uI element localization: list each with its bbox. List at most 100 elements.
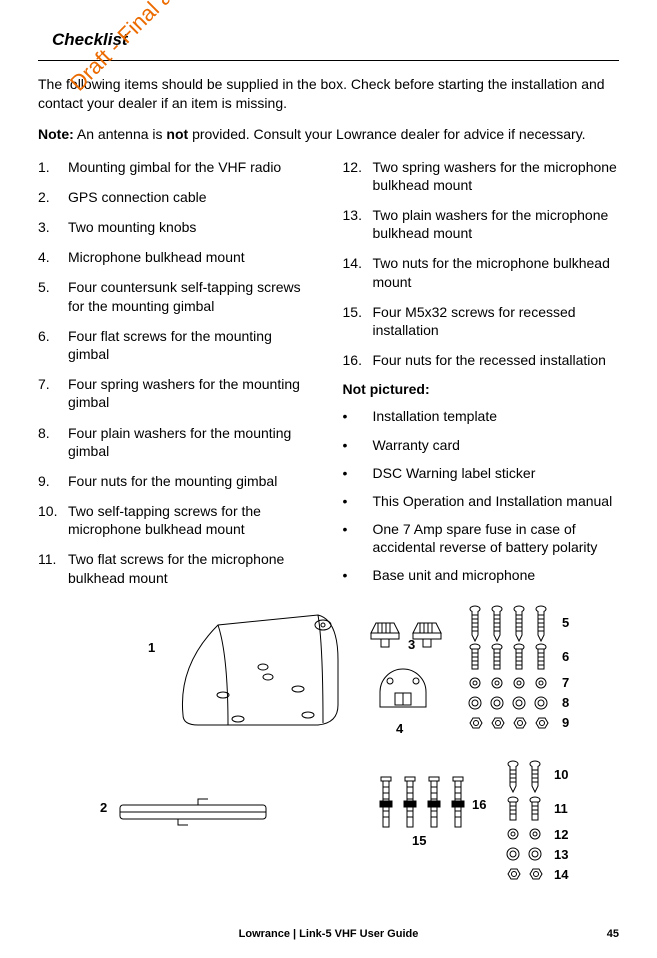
figure-label-9: 9 — [562, 715, 569, 730]
item-text: Four plain washers for the mounting gimb… — [68, 424, 315, 460]
footer-page-number: 45 — [607, 928, 619, 940]
bullet: • — [343, 464, 373, 482]
item-number: 12. — [343, 158, 373, 194]
item-text: Four flat screws for the mounting gimbal — [68, 327, 315, 363]
bullet: • — [343, 436, 373, 454]
figure-label-12: 12 — [554, 827, 568, 842]
item-number: 4. — [38, 248, 68, 266]
figure-label-16: 16 — [472, 797, 486, 812]
checklist-item: 8.Four plain washers for the mounting gi… — [38, 424, 315, 460]
item-number: 2. — [38, 188, 68, 206]
item-text: Two plain washers for the microphone bul… — [373, 206, 620, 242]
knobs-illustration — [366, 615, 446, 655]
checklist-item: 15.Four M5x32 screws for recessed instal… — [343, 303, 620, 339]
figure-label-6: 6 — [562, 649, 569, 664]
not-pictured-list: •Installation template•Warranty card•DSC… — [343, 407, 620, 584]
figure-label-7: 7 — [562, 675, 569, 690]
item-text: Four spring washers for the mounting gim… — [68, 375, 315, 411]
item-number: 8. — [38, 424, 68, 460]
hardware-set-b-illustration — [506, 760, 586, 900]
figure-label-5: 5 — [562, 615, 569, 630]
item-number: 15. — [343, 303, 373, 339]
checklist-item: 5.Four countersunk self-tapping screws f… — [38, 278, 315, 314]
gimbal-illustration — [168, 605, 358, 735]
figure-label-8: 8 — [562, 695, 569, 710]
not-pictured-item: •One 7 Amp spare fuse in case of acciden… — [343, 520, 620, 556]
checklist-item: 16.Four nuts for the recessed installati… — [343, 351, 620, 369]
item-text: Two nuts for the microphone bulkhead mou… — [373, 254, 620, 290]
item-text: GPS connection cable — [68, 188, 315, 206]
note-paragraph: Note: An antenna is not provided. Consul… — [38, 125, 619, 144]
item-text: Two spring washers for the microphone bu… — [373, 158, 620, 194]
figure-label-1: 1 — [148, 640, 155, 655]
checklist-item: 14.Two nuts for the microphone bulkhead … — [343, 254, 620, 290]
item-number: 10. — [38, 502, 68, 538]
checklist-item: 13.Two plain washers for the microphone … — [343, 206, 620, 242]
item-number: 13. — [343, 206, 373, 242]
item-text: Warranty card — [373, 436, 620, 454]
checklist-item: 6.Four flat screws for the mounting gimb… — [38, 327, 315, 363]
intro-paragraph: The following items should be supplied i… — [38, 75, 619, 113]
note-text-before: An antenna is — [74, 126, 167, 142]
bullet: • — [343, 520, 373, 556]
note-bold-word: not — [166, 126, 188, 142]
bulkhead-mount-illustration — [378, 667, 428, 717]
section-heading: Checklist — [52, 30, 619, 50]
checklist-item: 4.Microphone bulkhead mount — [38, 248, 315, 266]
item-text: Four M5x32 screws for recessed installat… — [373, 303, 620, 339]
item-number: 9. — [38, 472, 68, 490]
heading-rule — [38, 60, 619, 61]
figure-label-2: 2 — [100, 800, 107, 815]
not-pictured-item: •Installation template — [343, 407, 620, 425]
not-pictured-item: •This Operation and Installation manual — [343, 492, 620, 510]
item-text: Microphone bulkhead mount — [68, 248, 315, 266]
checklist-item: 9.Four nuts for the mounting gimbal — [38, 472, 315, 490]
footer-title: Lowrance | Link-5 VHF User Guide — [0, 928, 657, 940]
checklist-left: 1.Mounting gimbal for the VHF radio2.GPS… — [38, 158, 315, 587]
item-number: 5. — [38, 278, 68, 314]
checklist-item: 12.Two spring washers for the microphone… — [343, 158, 620, 194]
note-label: Note: — [38, 126, 74, 142]
cable-illustration — [118, 795, 268, 831]
item-text: Two self-tapping screws for the micropho… — [68, 502, 315, 538]
columns: 1.Mounting gimbal for the VHF radio2.GPS… — [38, 158, 619, 599]
figure-label-10: 10 — [554, 767, 568, 782]
item-text: Four nuts for the recessed installation — [373, 351, 620, 369]
figure-label-4: 4 — [396, 721, 403, 736]
checklist-item: 2.GPS connection cable — [38, 188, 315, 206]
checklist-item: 11.Two flat screws for the microphone bu… — [38, 550, 315, 586]
left-column: 1.Mounting gimbal for the VHF radio2.GPS… — [38, 158, 315, 599]
checklist-item: 3.Two mounting knobs — [38, 218, 315, 236]
item-text: Mounting gimbal for the VHF radio — [68, 158, 315, 176]
note-text-after: provided. Consult your Lowrance dealer f… — [188, 126, 585, 142]
bullet: • — [343, 492, 373, 510]
page-footer: Lowrance | Link-5 VHF User Guide 45 — [0, 928, 657, 940]
item-number: 16. — [343, 351, 373, 369]
bullet: • — [343, 407, 373, 425]
item-text: This Operation and Installation manual — [373, 492, 620, 510]
not-pictured-item: •Warranty card — [343, 436, 620, 454]
item-number: 1. — [38, 158, 68, 176]
checklist-right: 12.Two spring washers for the microphone… — [343, 158, 620, 370]
parts-figure: 1 2 3 — [38, 605, 619, 925]
not-pictured-item: •DSC Warning label sticker — [343, 464, 620, 482]
not-pictured-heading: Not pictured: — [343, 381, 620, 397]
hardware-set-a-illustration — [468, 605, 618, 735]
item-number: 11. — [38, 550, 68, 586]
item-text: One 7 Amp spare fuse in case of accident… — [373, 520, 620, 556]
item-text: Two flat screws for the microphone bulkh… — [68, 550, 315, 586]
item-number: 6. — [38, 327, 68, 363]
item-text: Base unit and microphone — [373, 566, 620, 584]
not-pictured-item: •Base unit and microphone — [343, 566, 620, 584]
item-text: Four countersunk self-tapping screws for… — [68, 278, 315, 314]
checklist-item: 1.Mounting gimbal for the VHF radio — [38, 158, 315, 176]
checklist-item: 7.Four spring washers for the mounting g… — [38, 375, 315, 411]
item-text: Four nuts for the mounting gimbal — [68, 472, 315, 490]
figure-label-3: 3 — [408, 637, 415, 652]
item-text: DSC Warning label sticker — [373, 464, 620, 482]
bullet: • — [343, 566, 373, 584]
checklist-item: 10.Two self-tapping screws for the micro… — [38, 502, 315, 538]
item-text: Two mounting knobs — [68, 218, 315, 236]
item-number: 7. — [38, 375, 68, 411]
right-column: 12.Two spring washers for the microphone… — [343, 158, 620, 599]
